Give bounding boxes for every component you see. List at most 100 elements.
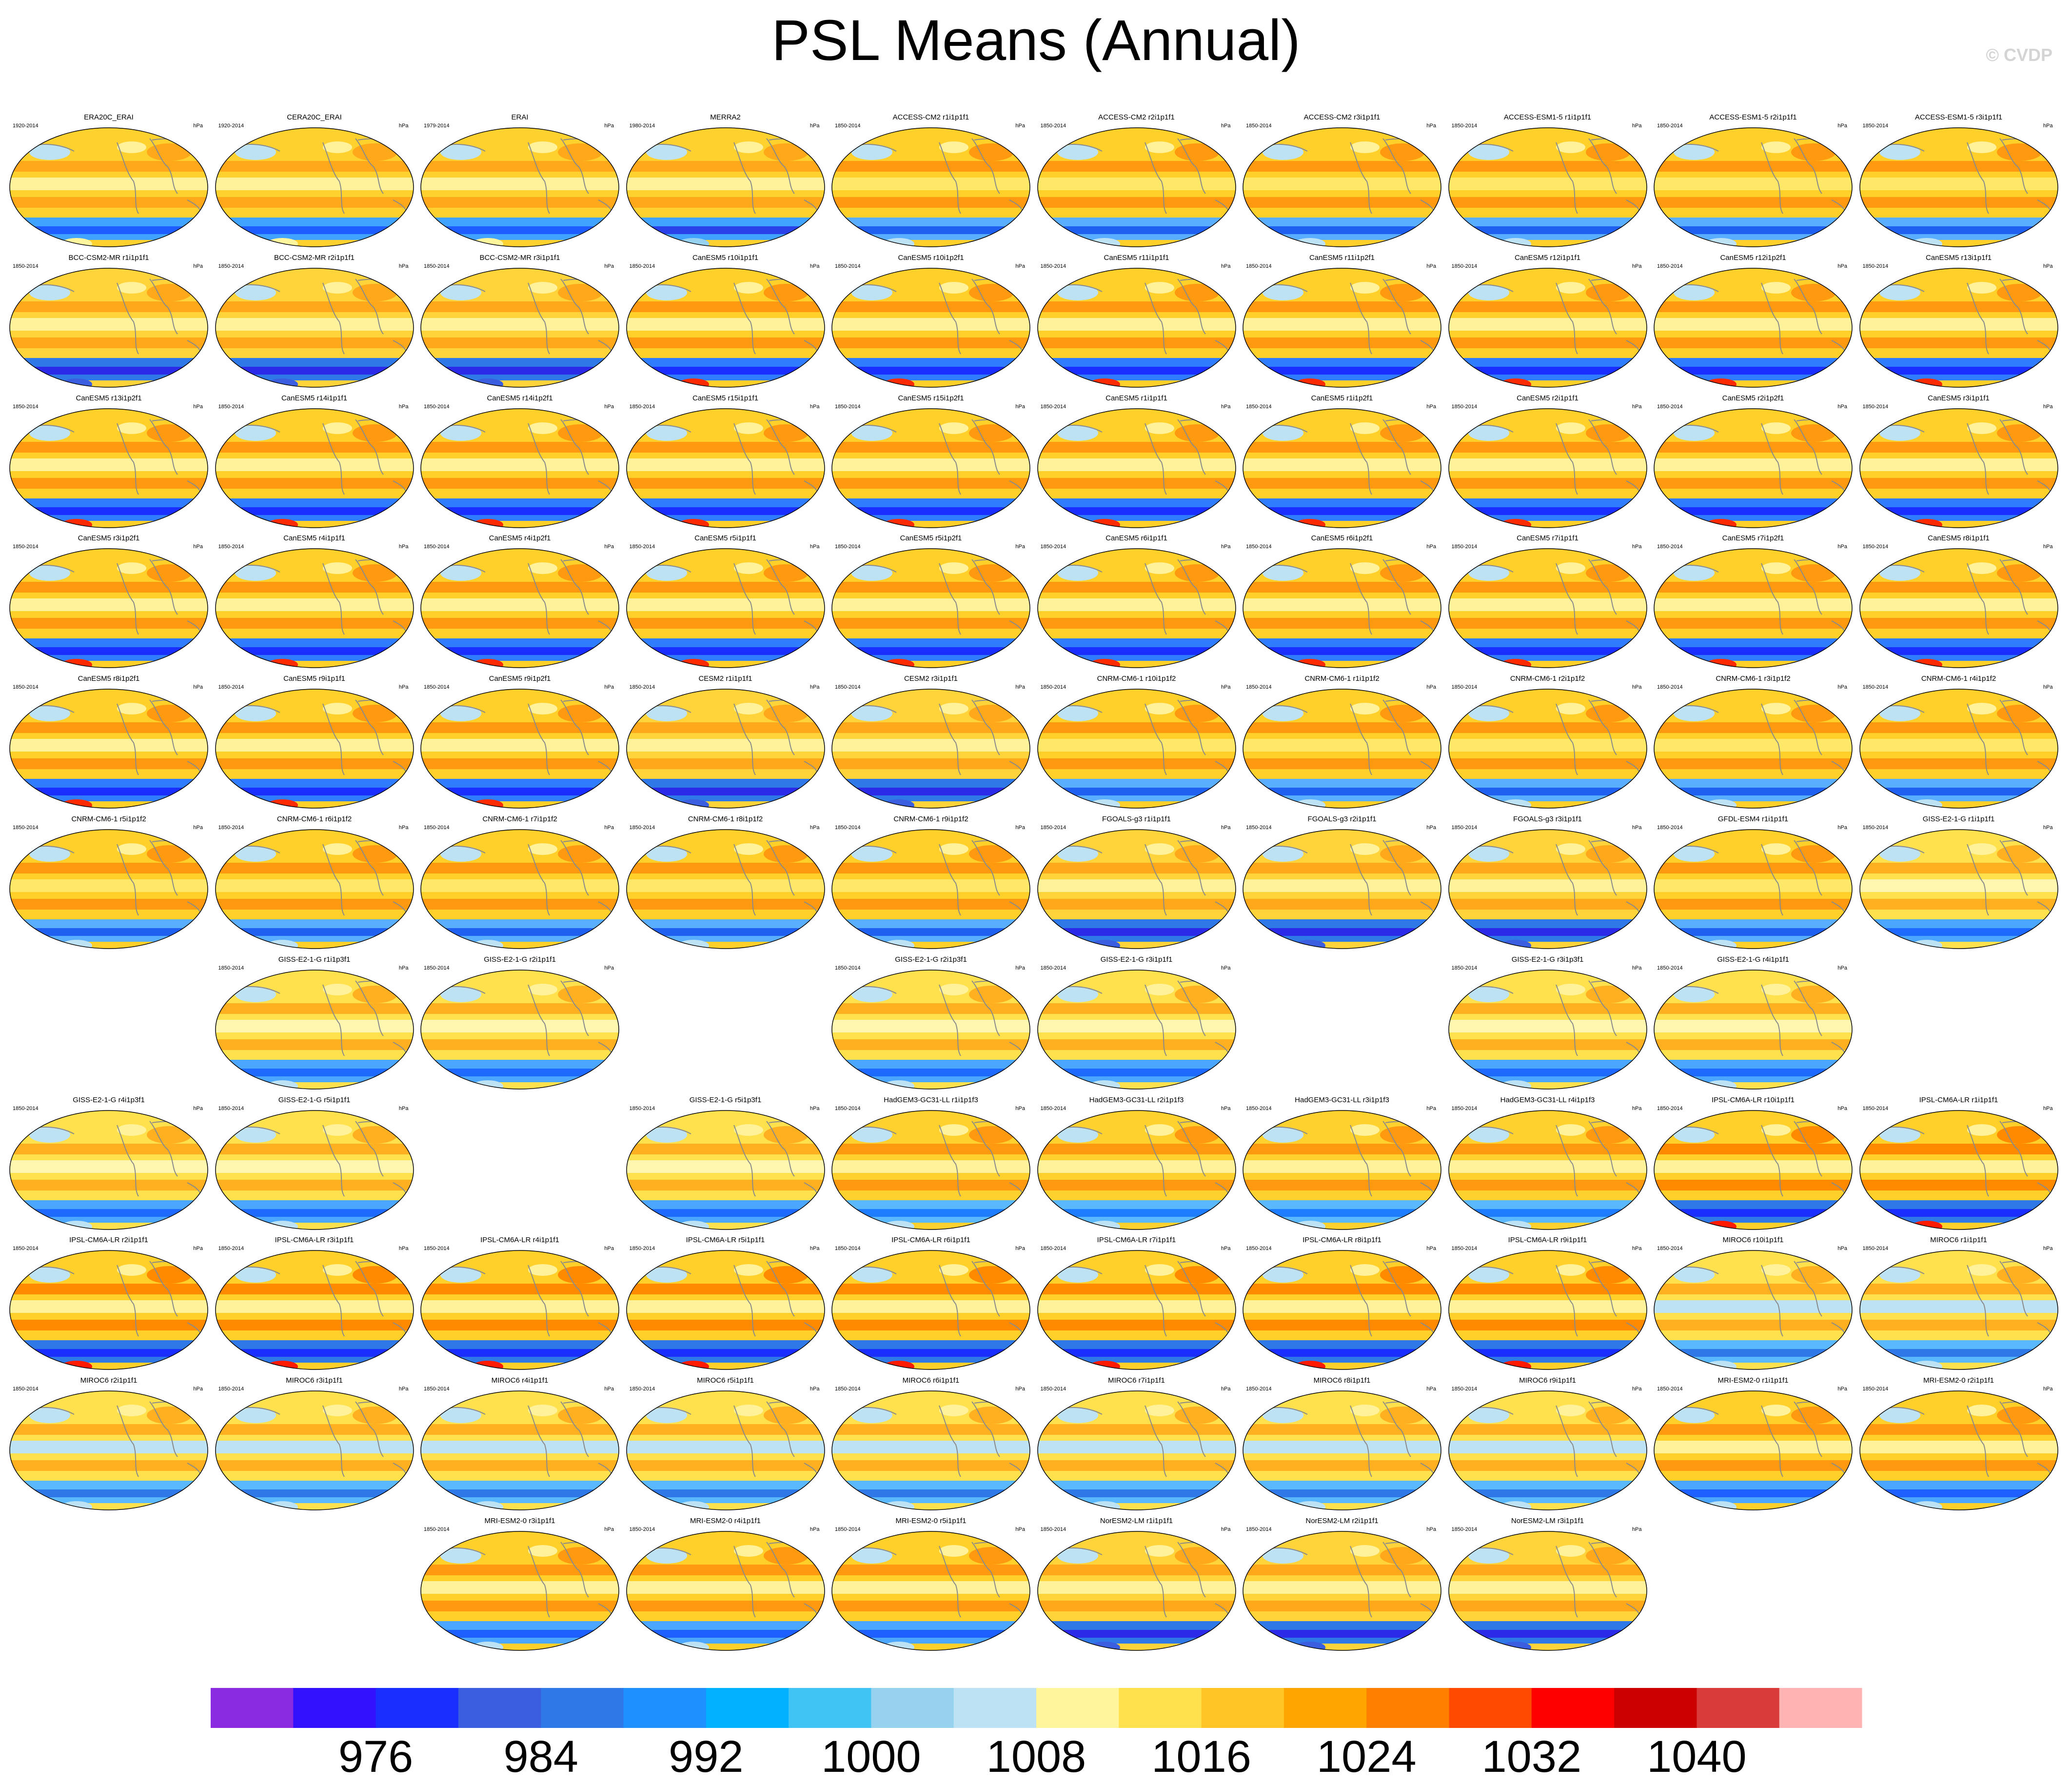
panel-title: NorESM2-LM r3i1p1f1 [1511, 1517, 1584, 1525]
subtropical-high-north [215, 301, 414, 312]
subtropical-high-north [1859, 1424, 2058, 1435]
siberian-high [1996, 143, 2042, 161]
map-outline [1859, 829, 2058, 949]
icelandic-low [528, 703, 557, 715]
subtropical-high-north [626, 1143, 825, 1154]
aleutian-low [1057, 565, 1098, 581]
panel-units: hPa [1837, 1105, 1847, 1111]
panel-years: 1850-2014 [1451, 825, 1478, 831]
siberian-high [1174, 1547, 1220, 1565]
map-plot [215, 127, 414, 247]
subtropical-high-south [1654, 477, 1852, 489]
antarctic-margin [1859, 1497, 2058, 1504]
siberian-high [558, 705, 603, 723]
southern-ocean-trough-2 [215, 928, 414, 936]
southern-ocean-trough-1 [215, 1059, 414, 1069]
aleutian-low [29, 1127, 70, 1143]
panel-years: 1850-2014 [1657, 684, 1683, 691]
southern-ocean-trough-1 [1654, 357, 1852, 367]
tropical-trough [1448, 1019, 1647, 1032]
map-plot [1859, 1390, 2058, 1510]
map-outline [1243, 548, 1441, 669]
map-panel: CESM2 r3i1p1f1 1850-2014 hPa [828, 674, 1034, 814]
aleutian-low [235, 565, 276, 581]
map-panel: IPSL-CM6A-LR r9i1p1f1 1850-2014 hPa [1445, 1236, 1651, 1376]
subtropical-high-south [1654, 899, 1852, 910]
southern-ocean-trough-1 [1037, 1621, 1236, 1630]
subtropical-high-south [10, 899, 208, 910]
map-outline [831, 268, 1030, 388]
panel-title: CNRM-CM6-1 r5i1p1f2 [71, 815, 146, 823]
panel-title: ACCESS-ESM1-5 r1i1p1f1 [1503, 113, 1592, 121]
southern-ocean-trough-1 [1859, 779, 2058, 788]
subtropical-high-north [1037, 441, 1236, 453]
panel-years: 1850-2014 [1657, 1246, 1683, 1252]
map-plot [1654, 1110, 1853, 1230]
map-plot [626, 1250, 825, 1370]
southern-ocean-trough-2 [832, 1068, 1030, 1076]
tropical-trough [1243, 879, 1441, 892]
panel-title: IPSL-CM6A-LR r6i1p1f1 [891, 1236, 970, 1245]
map-outline [626, 1390, 825, 1510]
siberian-high [1380, 1407, 1425, 1425]
antarctic-margin [1654, 936, 1852, 942]
antarctic-margin [10, 655, 208, 661]
southern-ocean-trough-1 [1448, 919, 1647, 928]
southern-ocean-trough-2 [1654, 226, 1852, 234]
subtropical-high-south [1448, 197, 1647, 208]
southern-ocean-trough-1 [1037, 919, 1236, 928]
map-outline [1243, 408, 1441, 528]
colorbar-box [1036, 1688, 1119, 1728]
map-plot [1037, 970, 1236, 1090]
panel-units: hPa [398, 684, 409, 691]
siberian-high [1585, 143, 1631, 161]
subtropical-high-north [215, 441, 414, 453]
map-panel: CanESM5 r10i1p1f1 1850-2014 hPa [623, 254, 829, 394]
map-panel: MIROC6 r9i1p1f1 1850-2014 hPa [1445, 1376, 1651, 1516]
map-plot [831, 548, 1030, 669]
subtropical-high-south [1448, 618, 1647, 629]
southern-ocean-trough-2 [215, 1209, 414, 1217]
tropical-trough [10, 879, 208, 892]
panel-years: 1850-2014 [218, 263, 244, 269]
icelandic-low [939, 1405, 968, 1417]
subtropical-high-south [626, 197, 825, 208]
antarctic-margin [1654, 1216, 1852, 1223]
panel-units: hPa [2043, 1246, 2053, 1252]
tropical-trough [1037, 178, 1236, 190]
subtropical-high-south [1243, 1460, 1441, 1471]
aleutian-low [1674, 846, 1715, 862]
antarctic-margin [1037, 1076, 1236, 1082]
map-outline [1654, 689, 1853, 809]
panel-units: hPa [1632, 263, 1642, 269]
southern-ocean-trough-1 [1654, 1059, 1852, 1069]
panel-title: CanESM5 r7i1p2f1 [1722, 534, 1784, 543]
icelandic-low [117, 1405, 146, 1417]
panel-years: 1850-2014 [1451, 1246, 1478, 1252]
southern-ocean-trough-2 [1037, 1349, 1236, 1357]
tropical-trough [1654, 879, 1852, 892]
siberian-high [1996, 845, 2042, 863]
antarctic-margin [215, 795, 414, 802]
tropical-trough [1448, 1441, 1647, 1454]
panel-units: hPa [604, 1246, 614, 1252]
tropical-trough [1859, 1441, 2058, 1454]
tropical-trough [1654, 317, 1852, 331]
panel-years: 1850-2014 [1657, 825, 1683, 831]
aleutian-low [1879, 425, 1920, 441]
map-panel: IPSL-CM6A-LR r3i1p1f1 1850-2014 hPa [212, 1236, 417, 1376]
map-outline [1654, 268, 1853, 388]
siberian-high [1585, 564, 1631, 582]
aleutian-low [1057, 1267, 1098, 1283]
subtropical-high-north [215, 1143, 414, 1154]
southern-ocean-trough-2 [1448, 1349, 1647, 1357]
subtropical-high-north [1859, 441, 2058, 453]
tropical-trough [1448, 1300, 1647, 1313]
coastlines [847, 1261, 1025, 1337]
antarctic-margin [1243, 1497, 1441, 1504]
map-panel: CanESM5 r5i1p2f1 1850-2014 hPa [828, 534, 1034, 674]
map-outline [1448, 970, 1647, 1090]
southern-ocean-trough-2 [1859, 788, 2058, 796]
coastlines [231, 1120, 408, 1197]
map-outline [626, 1531, 825, 1651]
